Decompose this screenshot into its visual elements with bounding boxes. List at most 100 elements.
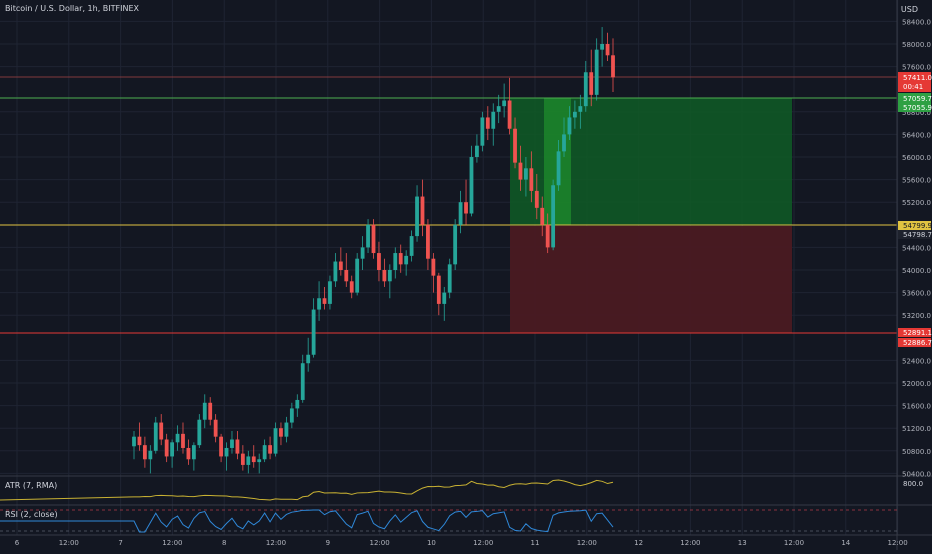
candle-up (404, 255, 409, 265)
candle-up (170, 442, 175, 457)
entry-badge: 54799.9 54798.7 (898, 221, 932, 239)
candle-up (355, 258, 360, 293)
candle-up (562, 134, 566, 152)
candle-down (235, 439, 240, 454)
atr-value: 800.0 (903, 480, 923, 488)
candle-up (132, 436, 136, 447)
candle-up (491, 111, 496, 129)
candle-up (572, 111, 577, 118)
time-tick-label: 14 (841, 539, 850, 547)
candle-down (240, 453, 245, 465)
target-value: 57059.7 (903, 95, 932, 103)
entry-value: 54799.9 (903, 222, 932, 230)
candle-down (322, 298, 327, 304)
price-tick-label: 53600.0 (902, 290, 931, 298)
price-tick-label: 58400.0 (902, 18, 931, 26)
candle-up (328, 281, 332, 304)
time-tick-label: 12 (634, 539, 643, 547)
candle-up (447, 264, 452, 293)
candle-up (458, 202, 463, 225)
stop-sub-value: 52886.7 (903, 339, 932, 347)
symbol-title[interactable]: Bitcoin / U.S. Dollar, 1h, BITFINEX (5, 4, 140, 13)
time-axis[interactable]: 6 12:00 7 12:00 8 12:00 9 12:00 10 12:00 11 12:00 12… (15, 539, 908, 547)
candle-down (605, 44, 610, 56)
stop-zone (510, 226, 792, 333)
candle-up (262, 445, 267, 460)
price-tick-label: 51200.0 (902, 425, 931, 433)
rsi-line (0, 509, 614, 533)
atr-line (0, 479, 614, 501)
candle-down (349, 281, 354, 293)
candle-down (589, 72, 594, 95)
time-tick-label: 12:00 (680, 539, 700, 547)
candle-up (551, 185, 556, 248)
candle-down (208, 402, 213, 420)
candle-down (137, 436, 142, 446)
candle-down (518, 162, 523, 180)
rsi-label[interactable]: RSI (2, close) (5, 510, 58, 519)
candle-up (409, 236, 414, 256)
time-tick-label: 9 (326, 539, 330, 547)
price-tick-label: 50800.0 (902, 448, 931, 456)
time-tick-label: 12:00 (266, 539, 286, 547)
candle-up (246, 456, 251, 465)
candle-up (502, 100, 507, 107)
entry-sub-value: 54798.7 (903, 231, 932, 239)
time-tick-label: 12:00 (784, 539, 804, 547)
candle-up (453, 224, 458, 265)
candle-up (524, 168, 528, 180)
candle-up (284, 422, 289, 437)
time-tick-label: 12:00 (59, 539, 79, 547)
target-badge: 57059.7 57055.9 (898, 93, 932, 112)
candle-up (224, 447, 229, 457)
candle-down (431, 258, 436, 276)
time-tick-label: 7 (118, 539, 122, 547)
time-tick-label: 12:00 (577, 539, 597, 547)
candle-down (213, 419, 218, 437)
time-tick-label: 12:00 (370, 539, 390, 547)
candle-down (382, 270, 387, 282)
candle-up (295, 399, 300, 409)
candle-up (311, 309, 316, 355)
candle-up (197, 419, 202, 446)
candle-down (611, 55, 615, 78)
candle-down (398, 253, 403, 265)
price-tick-label: 51600.0 (902, 403, 931, 411)
candle-down (485, 117, 490, 129)
time-tick-label: 6 (15, 539, 20, 547)
stop-badge: 52891.1 52886.7 (898, 328, 932, 347)
candle-down (464, 202, 468, 214)
time-tick-label: 12:00 (473, 539, 493, 547)
candle-down (371, 224, 376, 254)
candle-up (567, 117, 572, 135)
candle-up (475, 145, 479, 157)
candle-up (153, 422, 158, 451)
candle-up (594, 49, 599, 95)
price-tick-label: 57600.0 (902, 64, 931, 72)
target-sub-value: 57055.9 (903, 104, 932, 112)
candle-up (583, 72, 588, 107)
price-tick-label: 56400.0 (902, 131, 931, 139)
price-tick-label: 53200.0 (902, 312, 931, 320)
candle-down (279, 428, 283, 437)
candle-down (142, 445, 147, 460)
candle-up (289, 408, 294, 423)
price-tick-label: 52400.0 (902, 357, 931, 365)
candle-up (202, 402, 207, 420)
currency-label[interactable]: USD (900, 5, 918, 14)
price-tick-label: 56800.0 (902, 109, 931, 117)
time-tick-label: 11 (531, 539, 540, 547)
candle-up (360, 247, 365, 259)
atr-label[interactable]: ATR (7, RMA) (5, 481, 58, 490)
candle-up (333, 261, 338, 282)
time-tick-label: 13 (738, 539, 747, 547)
price-tick-label: 55600.0 (902, 177, 931, 185)
candle-up (387, 270, 392, 282)
price-tick-label: 58000.0 (902, 41, 931, 49)
candle-down (534, 190, 539, 208)
time-tick-label: 12:00 (888, 539, 908, 547)
price-axis[interactable]: 58400.0 58000.0 57600.0 56800.0 56400.0 56000… (902, 18, 931, 478)
candle-up (366, 224, 370, 248)
